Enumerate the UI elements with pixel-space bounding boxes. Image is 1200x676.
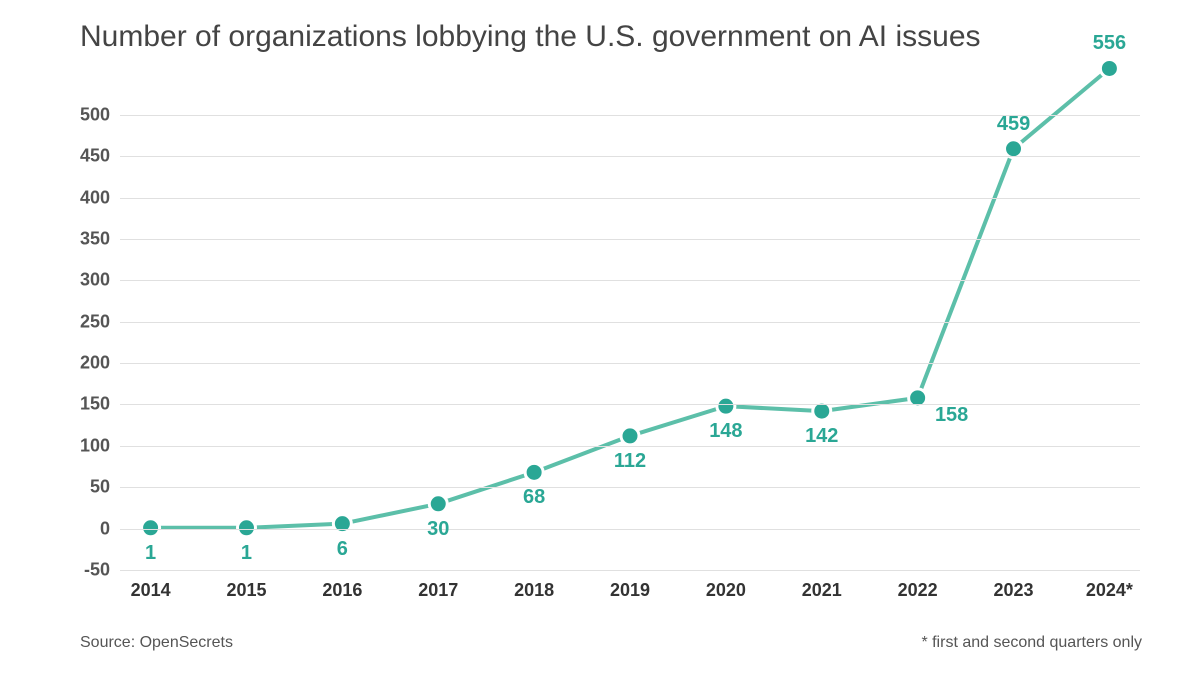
- chart-container: Number of organizations lobbying the U.S…: [0, 0, 1200, 676]
- x-tick-label: 2023: [974, 580, 1054, 601]
- source-text: Source: OpenSecrets: [80, 634, 233, 652]
- data-point-label: 148: [709, 420, 742, 443]
- gridline: [120, 322, 1140, 323]
- data-point: [1005, 140, 1023, 158]
- x-tick-label: 2024*: [1069, 580, 1149, 601]
- y-tick-label: -50: [50, 560, 110, 581]
- x-tick-label: 2014: [111, 580, 191, 601]
- gridline: [120, 363, 1140, 364]
- data-point-label: 158: [935, 404, 968, 427]
- gridline: [120, 280, 1140, 281]
- x-tick-label: 2019: [590, 580, 670, 601]
- x-tick-label: 2016: [302, 580, 382, 601]
- data-point-label: 556: [1093, 32, 1126, 55]
- y-tick-label: 400: [50, 187, 110, 208]
- data-point: [1100, 59, 1118, 77]
- y-tick-label: 300: [50, 270, 110, 291]
- data-point-label: 1: [241, 542, 252, 565]
- data-point-label: 6: [337, 538, 348, 561]
- x-tick-label: 2021: [782, 580, 862, 601]
- data-point-label: 30: [427, 518, 449, 541]
- data-point-label: 142: [805, 425, 838, 448]
- x-tick-label: 2015: [206, 580, 286, 601]
- x-tick-label: 2017: [398, 580, 478, 601]
- x-tick-label: 2022: [878, 580, 958, 601]
- y-tick-label: 50: [50, 477, 110, 498]
- y-tick-label: 200: [50, 353, 110, 374]
- x-tick-label: 2020: [686, 580, 766, 601]
- line-plot-svg: [120, 90, 1140, 570]
- data-point-label: 459: [997, 113, 1030, 136]
- data-point: [333, 515, 351, 533]
- data-point-label: 1: [145, 542, 156, 565]
- y-tick-label: 350: [50, 228, 110, 249]
- y-tick-label: 500: [50, 104, 110, 125]
- y-tick-label: 450: [50, 146, 110, 167]
- gridline: [120, 115, 1140, 116]
- footnote-text: * first and second quarters only: [921, 634, 1142, 652]
- gridline: [120, 404, 1140, 405]
- gridline: [120, 487, 1140, 488]
- plot-area: -500501001502002503003504004505002014201…: [120, 90, 1140, 570]
- chart-title: Number of organizations lobbying the U.S…: [80, 20, 981, 54]
- gridline: [120, 570, 1140, 571]
- y-tick-label: 150: [50, 394, 110, 415]
- y-tick-label: 250: [50, 311, 110, 332]
- gridline: [120, 156, 1140, 157]
- data-point-label: 112: [614, 450, 646, 473]
- data-point: [717, 397, 735, 415]
- data-point: [525, 463, 543, 481]
- data-point: [429, 495, 447, 513]
- y-tick-label: 100: [50, 435, 110, 456]
- x-tick-label: 2018: [494, 580, 574, 601]
- gridline: [120, 239, 1140, 240]
- y-tick-label: 0: [50, 518, 110, 539]
- gridline: [120, 446, 1140, 447]
- data-point-label: 68: [523, 486, 545, 509]
- gridline: [120, 529, 1140, 530]
- data-point: [621, 427, 639, 445]
- gridline: [120, 198, 1140, 199]
